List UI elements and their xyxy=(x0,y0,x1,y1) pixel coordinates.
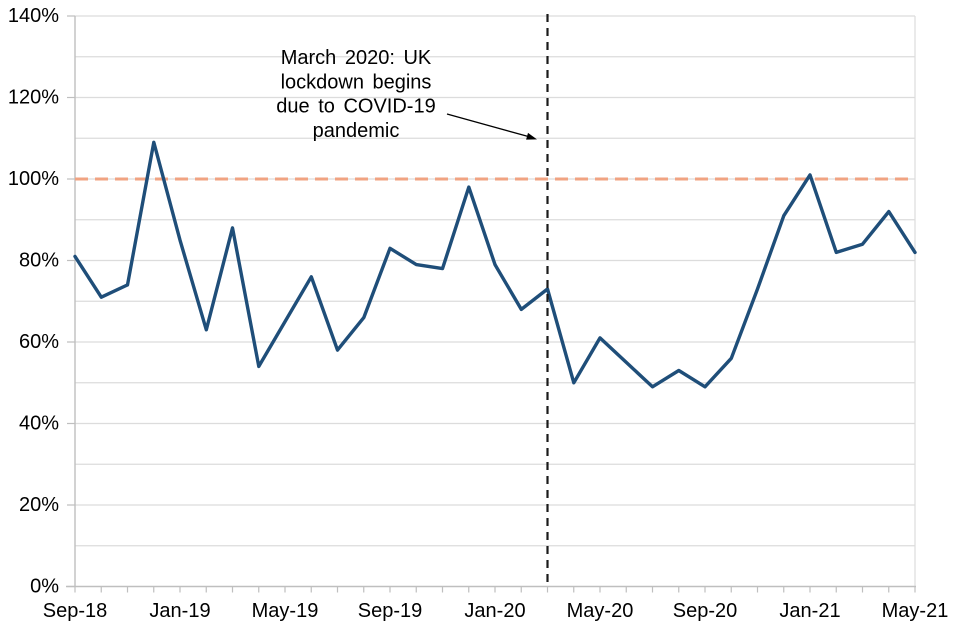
y-axis-labels: 0% 20% 40% 60% 80% 100% 120% 140% xyxy=(8,5,59,598)
arrow-head xyxy=(526,132,537,140)
x-axis-label: Jan-19 xyxy=(149,600,210,622)
x-axis-label: May-20 xyxy=(567,600,634,622)
y-axis-label: 80% xyxy=(19,250,59,272)
y-axis-label: 100% xyxy=(8,168,59,190)
x-axis-label: Jan-21 xyxy=(779,600,840,622)
annotation-arrow xyxy=(446,113,537,140)
x-axis-label: Jan-20 xyxy=(464,600,525,622)
x-axis-label: Sep-18 xyxy=(43,600,108,622)
y-axis-label: 40% xyxy=(19,413,59,435)
annotation-line: lockdown begins xyxy=(281,71,432,93)
y-axis-label: 60% xyxy=(19,331,59,353)
x-axis-labels: Sep-18 Jan-19 May-19 Sep-19 Jan-20 May-20 Sep-… xyxy=(43,600,949,622)
axes xyxy=(66,15,916,593)
annotation-line: pandemic xyxy=(313,120,400,142)
data-line xyxy=(73,140,917,389)
x-axis-label: Sep-19 xyxy=(358,600,423,622)
arrow-shaft xyxy=(446,113,528,137)
x-axis-label: May-21 xyxy=(882,600,949,622)
y-axis-label: 120% xyxy=(8,87,59,109)
y-axis-label: 0% xyxy=(30,576,59,598)
y-axis-label: 20% xyxy=(19,494,59,516)
annotation-line: due to COVID-19 xyxy=(276,96,435,118)
annotation-line: March 2020: UK xyxy=(281,47,432,69)
x-axis-label: May-19 xyxy=(252,600,319,622)
y-axis-label: 140% xyxy=(8,5,59,27)
x-axis-label: Sep-20 xyxy=(673,600,738,622)
gridlines xyxy=(75,15,916,587)
